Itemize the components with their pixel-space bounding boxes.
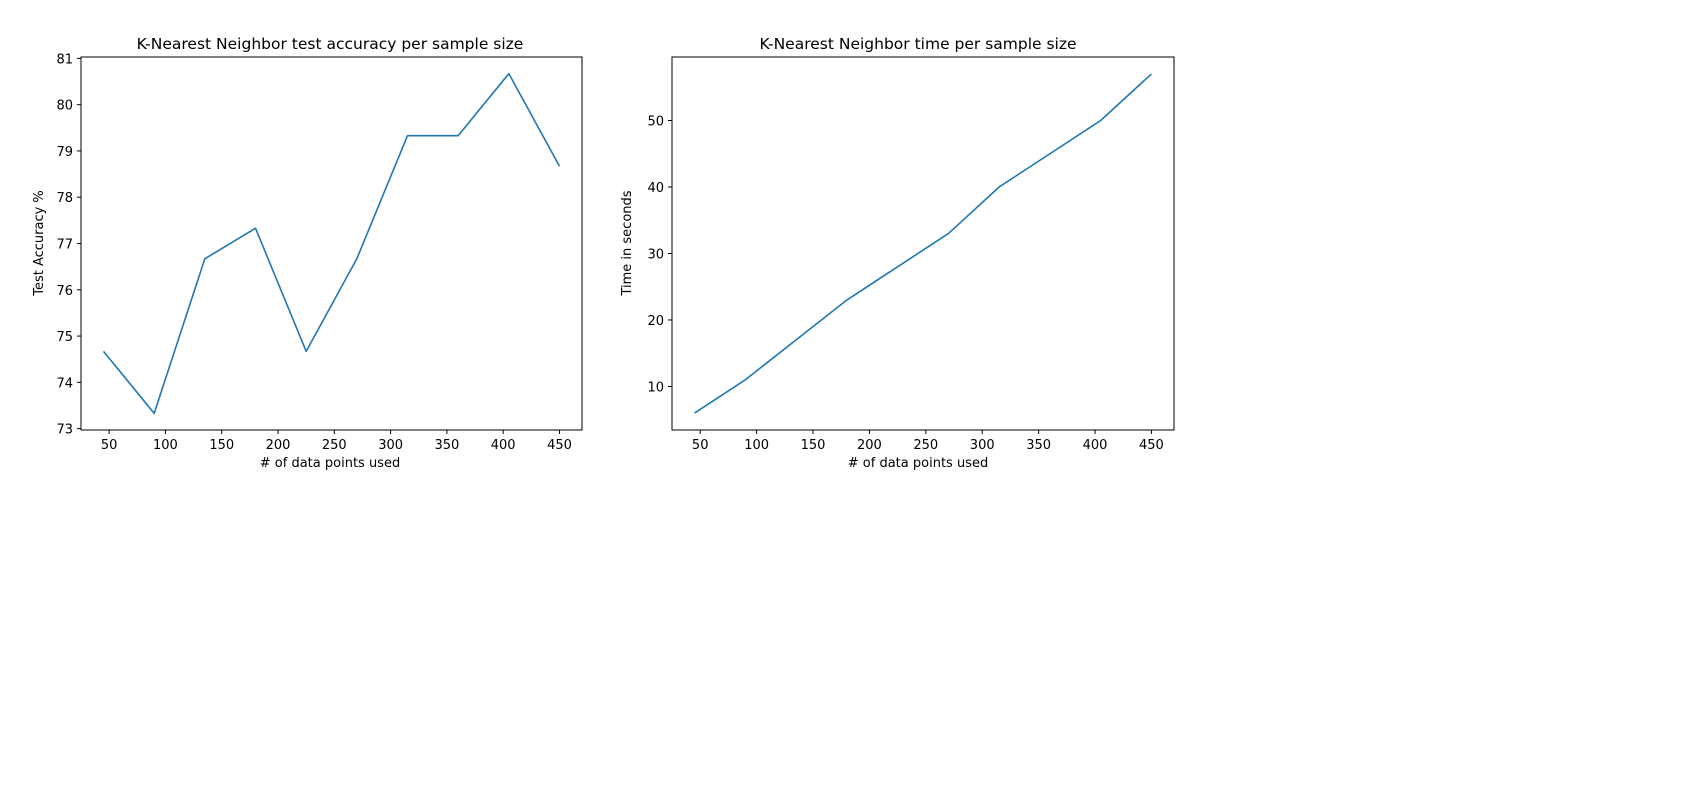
- time-series-line: [694, 73, 1152, 414]
- accuracy-x-tick-label: 300: [378, 438, 403, 453]
- time-x-tick-label: 200: [857, 438, 882, 453]
- time-x-tick-label: 350: [1026, 438, 1051, 453]
- accuracy-chart-xlabel: # of data points used: [260, 456, 400, 471]
- accuracy-chart-frame: [80, 56, 583, 431]
- time-y-tick-label: 20: [647, 314, 664, 329]
- time-x-tick-label: 450: [1139, 438, 1164, 453]
- accuracy-y-tick-label: 73: [56, 423, 73, 438]
- time-x-tick-label: 150: [801, 438, 826, 453]
- time-x-tick-label: 250: [913, 438, 938, 453]
- time-x-tick-label: 100: [744, 438, 769, 453]
- accuracy-x-tick-label: 350: [434, 438, 459, 453]
- accuracy-x-tick-label: 100: [153, 438, 178, 453]
- time-chart-frame: [671, 56, 1175, 431]
- accuracy-x-tick-label: 50: [101, 438, 118, 453]
- accuracy-x-tick-label: 450: [547, 438, 572, 453]
- accuracy-y-tick-label: 74: [56, 376, 73, 391]
- accuracy-chart: K-Nearest Neighbor test accuracy per sam…: [32, 35, 583, 471]
- time-y-tick-label: 30: [647, 247, 664, 262]
- accuracy-chart-title: K-Nearest Neighbor test accuracy per sam…: [137, 35, 524, 53]
- time-chart-title: K-Nearest Neighbor time per sample size: [759, 35, 1076, 53]
- time-chart-xlabel: # of data points used: [848, 456, 988, 471]
- time-x-tick-label: 300: [970, 438, 995, 453]
- time-y-tick-label: 40: [647, 181, 664, 196]
- accuracy-y-tick-label: 81: [56, 52, 73, 67]
- time-y-tick-label: 50: [647, 114, 664, 129]
- accuracy-y-tick-label: 80: [56, 99, 73, 114]
- time-chart-x-axis: 50 100 150 200 250 300 350 400 450: [692, 430, 1164, 453]
- accuracy-y-tick-label: 78: [56, 191, 73, 206]
- accuracy-series-line: [102, 72, 561, 415]
- accuracy-y-tick-label: 79: [56, 145, 73, 160]
- time-x-tick-label: 50: [692, 438, 709, 453]
- time-y-tick-label: 10: [647, 380, 664, 395]
- accuracy-x-tick-label: 200: [266, 438, 291, 453]
- accuracy-x-tick-label: 250: [322, 438, 347, 453]
- accuracy-y-tick-label: 75: [56, 330, 73, 345]
- time-chart-y-axis: 10 20 30 40 50: [647, 114, 672, 395]
- time-chart-ylabel: Time in seconds: [620, 190, 635, 296]
- accuracy-chart-ylabel: Test Accuracy %: [32, 190, 47, 297]
- accuracy-chart-y-axis: 73 74 75 76 77 78 79 80 81: [56, 52, 81, 438]
- time-x-tick-label: 400: [1083, 438, 1108, 453]
- accuracy-x-tick-label: 150: [209, 438, 234, 453]
- accuracy-x-tick-label: 400: [491, 438, 516, 453]
- time-chart: K-Nearest Neighbor time per sample size …: [620, 35, 1175, 471]
- accuracy-chart-x-axis: 50 100 150 200 250 300 350 400 450: [101, 430, 572, 453]
- accuracy-y-tick-label: 76: [56, 284, 73, 299]
- accuracy-y-tick-label: 77: [56, 238, 73, 253]
